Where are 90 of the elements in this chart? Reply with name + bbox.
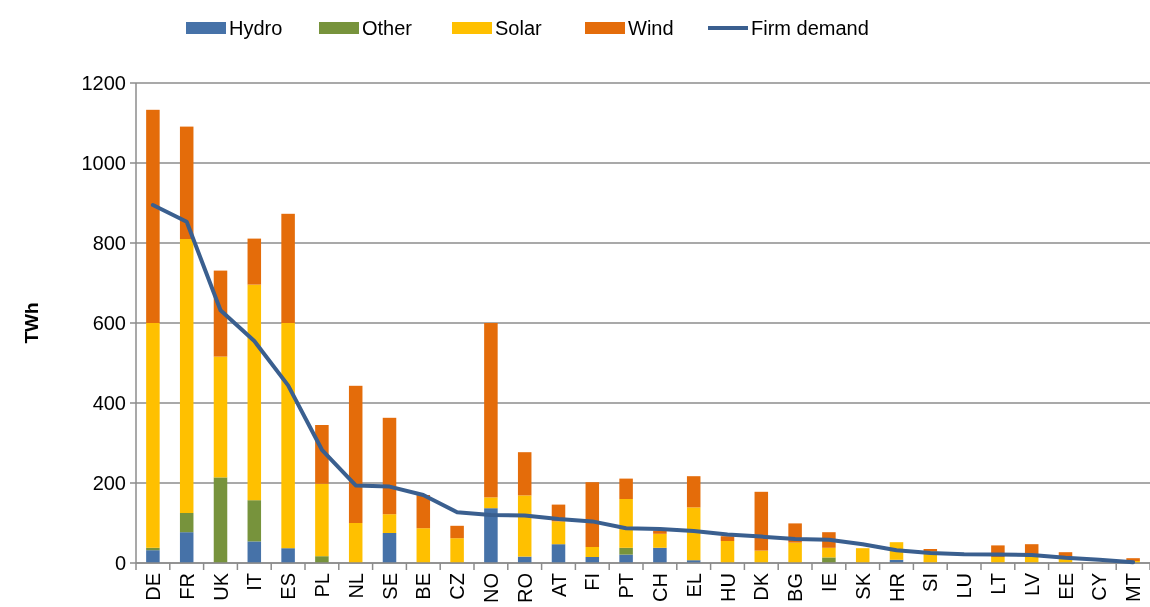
bar	[247, 284, 262, 501]
bar	[247, 541, 262, 563]
bar	[179, 239, 194, 513]
y-tick-label: 1200	[81, 72, 126, 94]
bar	[382, 533, 397, 563]
bar	[146, 550, 160, 563]
bar	[788, 542, 802, 563]
bar	[619, 547, 633, 555]
bar	[146, 109, 160, 323]
bar	[315, 556, 329, 563]
bar	[822, 557, 836, 563]
y-axis-title: TWh	[21, 302, 42, 344]
bar	[450, 538, 464, 563]
bar	[213, 477, 228, 563]
x-tick-label: MT	[1122, 573, 1145, 602]
y-tick-label: 0	[114, 552, 126, 574]
bar	[653, 547, 667, 563]
bar	[653, 530, 667, 534]
y-tick-label: 1000	[81, 152, 126, 174]
x-tick-label: HU	[716, 573, 739, 602]
x-tick-label: SK	[851, 572, 874, 600]
x-tick-label: CH	[648, 573, 671, 602]
x-tick-label: BE	[412, 573, 435, 600]
bar	[247, 238, 262, 285]
bar	[855, 548, 870, 563]
x-tick-label: BG	[784, 573, 807, 602]
x-tick-label: EL	[682, 573, 705, 598]
bar	[179, 513, 194, 533]
bar	[517, 495, 532, 557]
bar	[686, 476, 701, 508]
x-tick-label: PL	[310, 573, 333, 598]
bar	[281, 323, 295, 549]
bar	[450, 525, 464, 539]
legend-label: Solar	[495, 17, 543, 39]
x-tick-label: ES	[277, 573, 300, 600]
legend-label: Wind	[628, 17, 674, 39]
y-tick-label: 400	[92, 392, 126, 414]
bar	[348, 523, 363, 563]
x-tick-label: DK	[750, 572, 773, 601]
bar	[281, 548, 295, 563]
bar	[551, 521, 566, 545]
bar	[720, 541, 735, 563]
bar	[146, 323, 160, 548]
bar	[653, 533, 667, 548]
bar	[315, 483, 329, 557]
x-tick-label: FI	[581, 573, 604, 591]
bar	[281, 213, 295, 323]
x-tick-label: LU	[953, 573, 976, 599]
x-tick-label: IT	[243, 573, 266, 591]
bar	[247, 500, 262, 542]
bar	[348, 385, 363, 523]
bar	[382, 514, 397, 533]
x-tick-label: HR	[885, 573, 908, 602]
bar	[484, 323, 498, 498]
y-tick-label: 600	[92, 312, 126, 334]
bar	[416, 528, 431, 563]
x-tick-label: EE	[1054, 573, 1077, 600]
x-tick-label: CY	[1088, 573, 1111, 601]
bar	[619, 499, 633, 548]
x-tick-label: IE	[817, 573, 840, 592]
x-tick-label: NO	[479, 573, 502, 603]
x-tick-label: DE	[141, 573, 164, 601]
bar	[382, 417, 397, 515]
x-tick-label: RO	[513, 573, 536, 603]
bar	[822, 547, 836, 558]
bar	[754, 491, 769, 551]
x-tick-label: AT	[547, 573, 570, 598]
bar	[484, 497, 498, 509]
bar	[517, 452, 532, 496]
x-tick-label: NL	[344, 573, 367, 599]
bar	[213, 356, 228, 478]
x-tick-label: PT	[615, 573, 638, 599]
y-tick-label: 800	[92, 232, 126, 254]
x-tick-label: CZ	[446, 573, 469, 600]
legend-label: Other	[362, 17, 413, 39]
bar	[619, 478, 633, 499]
x-tick-label: LT	[986, 573, 1009, 595]
legend-label: Hydro	[229, 17, 283, 39]
bar	[585, 482, 600, 547]
x-tick-label: SE	[378, 573, 401, 600]
bar	[551, 544, 566, 563]
legend-label: Firm demand	[751, 17, 869, 39]
y-tick-label: 200	[92, 472, 126, 494]
x-tick-label: LV	[1020, 572, 1043, 596]
bar	[484, 508, 498, 563]
bar	[585, 547, 600, 557]
x-tick-label: UK	[209, 572, 232, 601]
x-tick-label: FR	[175, 573, 198, 600]
x-tick-label: SI	[919, 573, 942, 592]
bar	[179, 532, 194, 563]
